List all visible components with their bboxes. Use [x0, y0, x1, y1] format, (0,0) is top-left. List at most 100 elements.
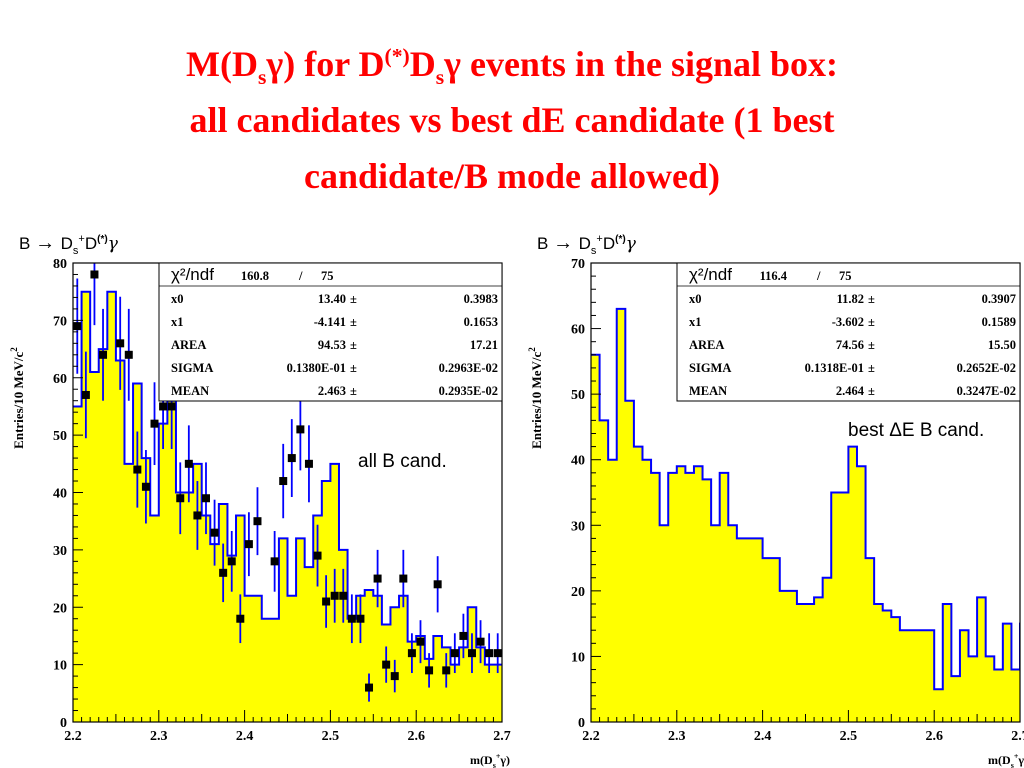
- y-tick-label: 80: [53, 257, 67, 272]
- slide-title: M(Dsγ) for D(*)Dsγ events in the signal …: [0, 36, 1024, 204]
- data-point: [467, 649, 476, 658]
- data-point: [382, 660, 391, 669]
- x-tick-label: 2.5: [322, 729, 340, 744]
- y-axis-label: Entries/10 MeV/c2: [9, 347, 26, 449]
- stat-pm: ±: [868, 338, 875, 352]
- x-axis: 2.2 2.3 2.4 2.5 2.6 2.7: [64, 710, 511, 744]
- data-point: [73, 322, 82, 331]
- data-point: [244, 540, 253, 549]
- stat-separator: /: [298, 269, 303, 283]
- data-point: [476, 637, 485, 646]
- data-point: [450, 649, 459, 658]
- data-point: [193, 511, 202, 520]
- histogram-fill: [591, 308, 1020, 722]
- data-point: [210, 528, 219, 537]
- stat-name: χ²/ndf: [171, 265, 214, 284]
- stat-name: MEAN: [689, 384, 727, 398]
- decay-channel-label: B → Ds+D(*)γ: [537, 232, 637, 257]
- stat-name: SIGMA: [689, 361, 731, 375]
- data-point: [81, 390, 90, 399]
- stat-pm: ±: [868, 361, 875, 375]
- stat-name: MEAN: [171, 384, 209, 398]
- data-point: [459, 631, 468, 640]
- data-point: [416, 637, 425, 646]
- stat-value: 0.1380E-01: [287, 361, 346, 375]
- stat-value: -3.602: [832, 315, 864, 329]
- y-tick-label: 40: [571, 454, 585, 469]
- x-axis-label: m(Ds+γ): [988, 752, 1024, 768]
- y-tick-label: 70: [571, 257, 585, 272]
- data-point: [201, 494, 210, 503]
- data-point: [99, 350, 108, 359]
- x-tick-label: 2.4: [754, 729, 772, 744]
- y-axis-label: Entries/10 MeV/c2: [527, 347, 544, 449]
- x-tick-label: 2.3: [150, 729, 168, 744]
- fit-statistics-box: χ²/ndf 160.8 / 75 x0 13.40 ±0.3983 x1 -4.141 ±0.1…: [158, 262, 503, 402]
- y-tick-label: 20: [571, 585, 585, 600]
- stat-value: -4.141: [314, 315, 346, 329]
- x-tick-label: 2.7: [1011, 729, 1024, 744]
- y-tick-label: 0: [60, 716, 67, 731]
- data-point: [365, 683, 374, 692]
- data-point: [373, 574, 382, 583]
- data-point: [425, 666, 434, 675]
- stat-value: 94.53: [318, 338, 346, 352]
- stat-value: 11.82: [837, 292, 864, 306]
- stat-error: 0.3983: [464, 292, 498, 306]
- data-point: [347, 614, 356, 623]
- data-point: [236, 614, 245, 623]
- data-point: [399, 574, 408, 583]
- stat-name: x1: [171, 315, 184, 329]
- stat-name: x0: [171, 292, 184, 306]
- plot-area: [591, 307, 1020, 722]
- x-tick-label: 2.6: [925, 729, 943, 744]
- data-point: [485, 649, 494, 658]
- y-tick-label: 30: [571, 519, 585, 534]
- y-tick-label: 40: [53, 487, 67, 502]
- stat-error: 15.50: [988, 338, 1016, 352]
- y-tick-label: 0: [578, 716, 585, 731]
- data-point: [184, 459, 193, 468]
- stat-error: 0.1653: [464, 315, 498, 329]
- x-tick-label: 2.4: [236, 729, 254, 744]
- y-axis: 0 10 20 30 40 50 60 70: [571, 257, 601, 731]
- y-tick-label: 20: [53, 601, 67, 616]
- data-point: [90, 270, 99, 279]
- stat-error: 0.2652E-02: [957, 361, 1016, 375]
- histogram-outline: [73, 290, 502, 666]
- x-tick-label: 2.5: [840, 729, 858, 744]
- data-point: [116, 339, 125, 348]
- title-line-3: candidate/B mode allowed): [303, 156, 720, 196]
- stat-name: SIGMA: [171, 361, 213, 375]
- data-point: [279, 477, 288, 486]
- x-tick-label: 2.2: [582, 729, 600, 744]
- stat-pm: ±: [868, 292, 875, 306]
- y-tick-label: 60: [53, 372, 67, 387]
- stat-name: x0: [689, 292, 702, 306]
- stat-pm: ±: [868, 315, 875, 329]
- y-tick-label: 60: [571, 323, 585, 338]
- y-axis: 0 10 20 30 40 50 60 70 80: [53, 257, 83, 731]
- stat-name: χ²/ndf: [689, 265, 732, 284]
- title-line-2: all candidates vs best dE candidate (1 b…: [189, 100, 835, 140]
- data-point: [390, 672, 399, 681]
- stat-value: 116.4: [760, 269, 788, 283]
- data-point: [330, 591, 339, 600]
- data-point: [133, 465, 142, 474]
- y-tick-label: 50: [53, 429, 67, 444]
- stat-value: 0.1318E-01: [805, 361, 864, 375]
- histogram-outline: [591, 307, 1020, 691]
- histogram-fill: [73, 291, 502, 722]
- stat-error: 75: [839, 269, 852, 283]
- data-point: [296, 425, 305, 434]
- data-point: [356, 614, 365, 623]
- stat-error: 0.1589: [982, 315, 1016, 329]
- stat-pm: ±: [350, 292, 357, 306]
- stat-error: 0.3247E-02: [957, 384, 1016, 398]
- data-point: [270, 557, 279, 566]
- decay-channel-label: B → Ds+D(*)γ: [19, 232, 119, 257]
- stat-value: 2.463: [318, 384, 346, 398]
- stat-error: 0.2935E-02: [439, 384, 498, 398]
